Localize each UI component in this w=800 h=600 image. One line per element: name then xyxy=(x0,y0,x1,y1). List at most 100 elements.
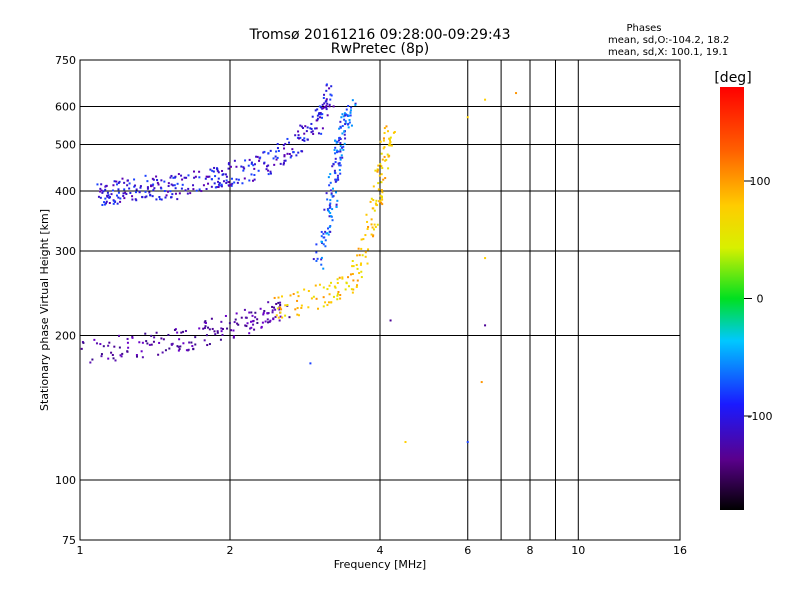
data-point xyxy=(331,195,334,198)
data-point xyxy=(344,123,347,126)
data-point xyxy=(379,163,382,166)
data-point xyxy=(338,276,341,279)
colorbar-tick-label: 0 xyxy=(757,293,764,306)
data-point xyxy=(275,302,278,305)
data-point xyxy=(233,321,236,324)
data-point xyxy=(383,127,386,130)
data-point xyxy=(328,284,331,287)
colorbar-label: [deg] xyxy=(714,70,751,86)
data-point xyxy=(178,338,181,341)
data-point xyxy=(131,195,134,198)
data-point xyxy=(194,343,197,346)
data-point xyxy=(343,130,346,133)
data-point xyxy=(331,187,334,190)
data-point xyxy=(156,181,159,184)
data-point xyxy=(218,182,221,185)
data-point xyxy=(104,197,107,200)
x-axis-label: Frequency [MHz] xyxy=(334,558,426,571)
data-point xyxy=(365,213,368,216)
data-point xyxy=(292,293,295,296)
data-point xyxy=(351,260,354,263)
data-point xyxy=(266,312,269,315)
data-point xyxy=(328,215,331,218)
data-point xyxy=(320,132,323,135)
data-point xyxy=(139,185,142,188)
data-point xyxy=(115,194,118,197)
data-point xyxy=(296,307,299,310)
data-point xyxy=(114,359,117,362)
data-point xyxy=(171,342,174,345)
data-point xyxy=(366,220,369,223)
data-point xyxy=(329,225,332,228)
data-point xyxy=(80,347,83,350)
data-point xyxy=(300,150,303,153)
data-point xyxy=(349,109,352,112)
data-point xyxy=(264,320,267,323)
data-point xyxy=(330,281,333,284)
data-point xyxy=(203,326,206,329)
data-point xyxy=(358,254,361,257)
data-point xyxy=(170,196,173,199)
data-point xyxy=(347,122,350,125)
data-point xyxy=(229,183,232,186)
data-point xyxy=(288,141,291,144)
y-tick-label: 200 xyxy=(55,330,76,343)
data-point xyxy=(323,102,326,105)
data-point xyxy=(228,184,231,187)
data-point xyxy=(381,195,384,198)
data-point xyxy=(244,159,247,162)
data-point xyxy=(152,189,155,192)
data-point xyxy=(380,189,383,192)
data-point xyxy=(288,153,291,156)
data-point xyxy=(373,209,376,212)
data-point xyxy=(110,351,113,354)
data-point xyxy=(263,150,266,153)
data-point xyxy=(187,349,190,352)
data-point xyxy=(344,120,347,123)
data-point xyxy=(160,337,163,340)
data-point xyxy=(269,170,272,173)
data-point xyxy=(113,345,116,348)
data-point xyxy=(297,151,300,154)
data-point xyxy=(174,187,177,190)
data-point xyxy=(349,111,352,114)
data-point xyxy=(352,279,355,282)
data-points xyxy=(80,83,518,444)
data-point xyxy=(319,113,322,116)
data-point xyxy=(277,149,280,152)
x-tick-labels: 1 2 4 6 8 10 16 xyxy=(77,544,688,557)
data-point xyxy=(255,155,258,158)
data-point xyxy=(262,151,265,154)
data-point xyxy=(323,236,326,239)
data-point xyxy=(192,348,195,351)
data-point xyxy=(192,188,195,191)
data-point xyxy=(325,108,328,111)
data-point xyxy=(328,105,331,108)
data-point xyxy=(260,326,263,329)
data-point xyxy=(198,327,201,330)
data-point xyxy=(221,328,224,331)
data-point xyxy=(380,165,383,168)
data-point xyxy=(343,133,346,136)
data-point xyxy=(112,184,115,187)
data-point xyxy=(361,254,364,257)
data-point xyxy=(254,316,257,319)
data-point xyxy=(369,200,372,203)
data-point xyxy=(326,114,329,117)
data-point xyxy=(250,311,253,314)
data-point xyxy=(319,116,322,119)
data-point xyxy=(218,184,221,187)
data-point xyxy=(358,272,361,275)
data-point xyxy=(294,308,297,311)
data-point xyxy=(128,187,131,190)
data-point xyxy=(315,259,318,262)
data-point xyxy=(382,137,385,140)
data-point xyxy=(336,293,339,296)
data-point xyxy=(351,265,354,268)
data-point xyxy=(343,118,346,121)
data-point xyxy=(182,330,185,333)
data-point xyxy=(148,343,151,346)
data-point xyxy=(283,147,286,150)
data-point xyxy=(322,232,325,235)
data-point xyxy=(182,342,185,345)
